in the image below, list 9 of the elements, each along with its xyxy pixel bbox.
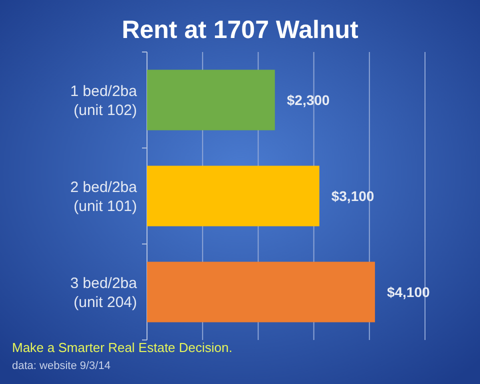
y-tick-label: 1 bed/2ba (unit 102) <box>70 82 138 119</box>
chart-title: Rent at 1707 Walnut <box>122 16 359 44</box>
data-label: $3,100 <box>331 188 374 204</box>
text: data: website 9/3/14 <box>12 360 110 372</box>
annotation: Make a Smarter Real Estate Decision. <box>12 340 232 355</box>
data-label: $2,300 <box>286 92 330 108</box>
y-tick-label: 2 bed/2ba (unit 101) <box>70 178 138 215</box>
y-tick-label: 3 bed/2ba (unit 204) <box>70 274 138 311</box>
data-label: $4,100 <box>386 284 430 300</box>
